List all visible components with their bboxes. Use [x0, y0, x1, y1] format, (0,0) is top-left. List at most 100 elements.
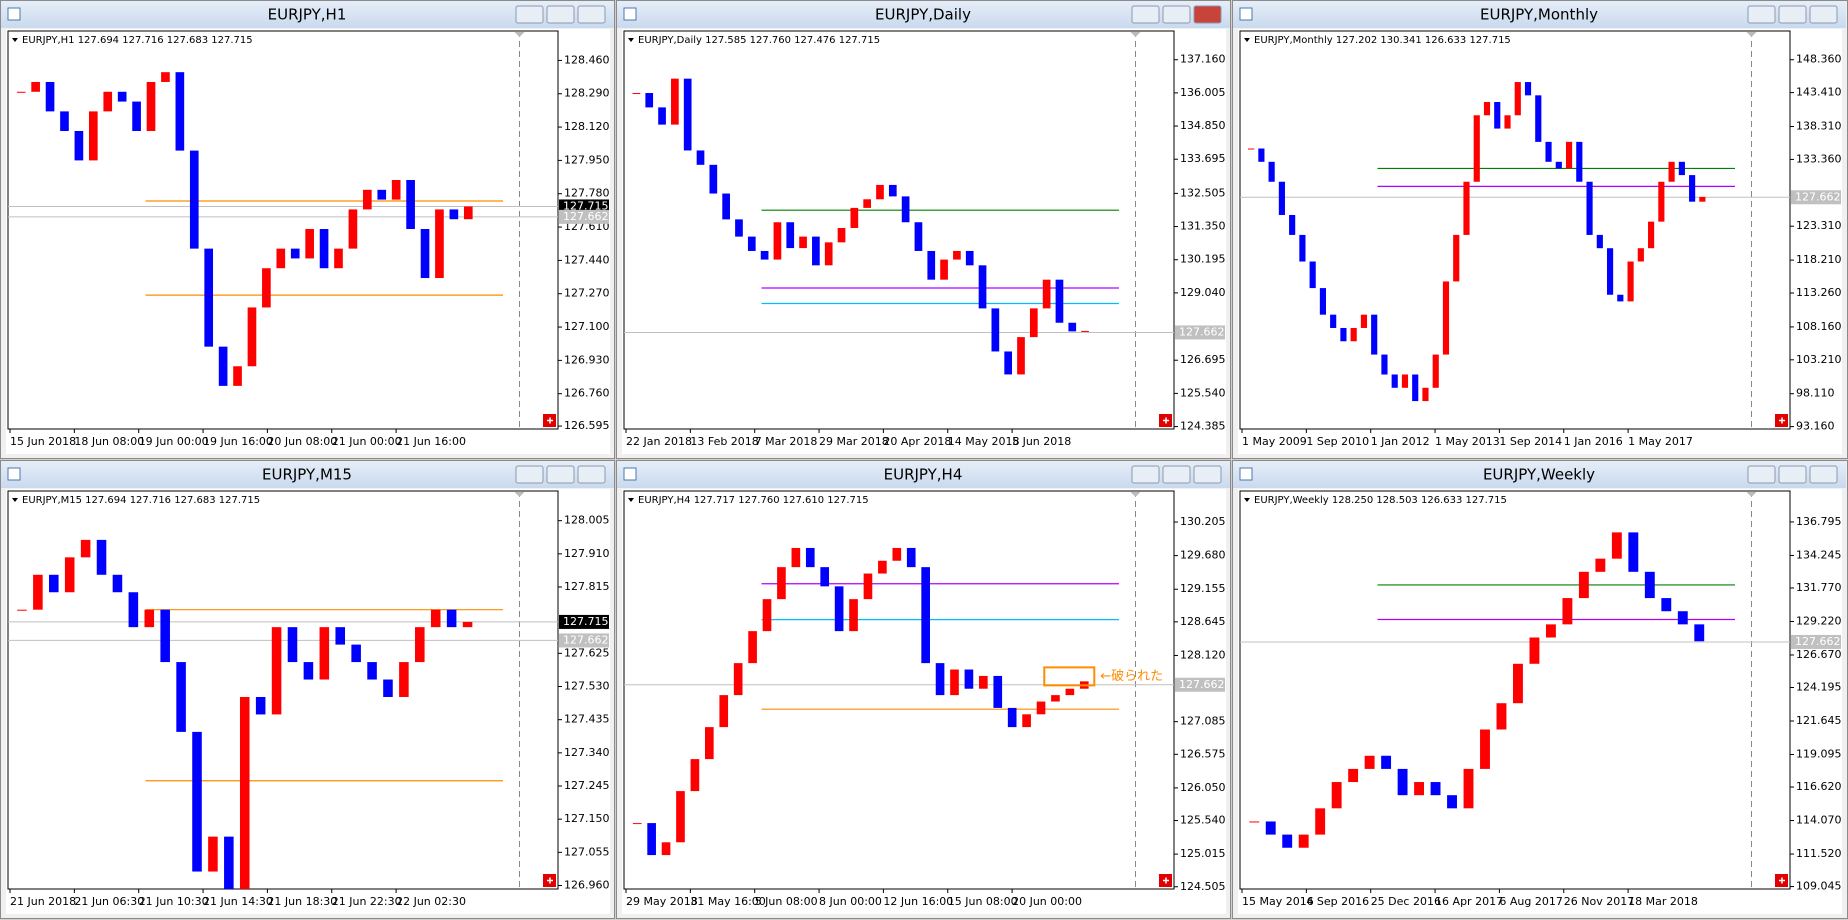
y-tick-label: 123.310: [1796, 219, 1842, 232]
x-tick-label: 20 Jun 08:00: [267, 435, 337, 448]
window-icon: [7, 7, 21, 21]
auto-scroll-icon: [547, 417, 553, 424]
candle: [271, 627, 282, 715]
candle: [1422, 387, 1429, 402]
candle: [290, 248, 300, 259]
candle: [45, 81, 55, 112]
x-tick-label: 29 May 2018: [626, 895, 698, 908]
candle: [950, 669, 959, 696]
candle: [777, 567, 786, 600]
minimize-button[interactable]: [1747, 465, 1776, 484]
x-tick-label: 4 Sep 2016: [1306, 895, 1369, 908]
close-button[interactable]: [1193, 465, 1222, 484]
maximize-button[interactable]: [1162, 465, 1191, 484]
chart-area: [6, 489, 610, 914]
maximize-button[interactable]: [1162, 5, 1191, 24]
annotation: ←破られた: [1100, 669, 1163, 684]
chart-info: EURJPY,Daily 127.585 127.760 127.476 127…: [638, 35, 880, 46]
minimize-button[interactable]: [1747, 5, 1776, 24]
candle: [305, 229, 314, 259]
x-tick-label: 19 Jun 00:00: [139, 435, 209, 448]
candle: [1282, 834, 1293, 848]
x-tick-label: 21 Jun 00:00: [332, 435, 402, 448]
scroll-marker: [514, 492, 525, 497]
plot-frame: [623, 30, 1175, 430]
y-tick-label: 129.220: [1796, 614, 1842, 627]
y-tick-label: 103.210: [1796, 353, 1842, 366]
x-tick-label: 7 Mar 2018: [755, 435, 818, 448]
candle: [1524, 82, 1532, 96]
minimize-button[interactable]: [515, 5, 544, 24]
candle: [799, 236, 807, 249]
maximize-button[interactable]: [1778, 5, 1807, 24]
candle: [1545, 624, 1556, 638]
x-tick-label: 1 Jan 2012: [1371, 435, 1430, 448]
x-tick-label: 21 Jun 06:30: [74, 895, 144, 908]
candle: [1595, 558, 1606, 572]
minimize-button[interactable]: [1131, 465, 1160, 484]
y-tick-label: 131.770: [1796, 581, 1842, 594]
chart-info: EURJPY,H4 127.717 127.760 127.610 127.71…: [638, 495, 869, 506]
candle: [632, 823, 642, 825]
x-tick-label: 21 Jun 22:30: [332, 895, 402, 908]
y-tick-label: 134.245: [1796, 548, 1842, 561]
candle: [1278, 181, 1285, 215]
candle: [204, 248, 214, 347]
candle: [255, 696, 266, 715]
x-tick-label: 1 May 2013: [1435, 435, 1500, 448]
candle: [1689, 175, 1696, 202]
candle: [820, 567, 830, 587]
x-tick-label: 18 Jun 08:00: [74, 435, 144, 448]
candle: [1473, 115, 1480, 182]
candle: [103, 91, 113, 112]
maximize-button[interactable]: [1778, 465, 1807, 484]
y-tick-label: 111.520: [1796, 847, 1842, 860]
candle: [287, 627, 298, 663]
y-tick-label: 114.070: [1796, 814, 1842, 827]
minimize-button[interactable]: [515, 465, 544, 484]
candle: [1364, 755, 1375, 769]
y-tick-label: 127.950: [564, 153, 610, 166]
candle: [112, 574, 123, 593]
candle: [319, 627, 330, 680]
y-tick-label: 137.160: [1180, 53, 1226, 66]
close-button[interactable]: [1193, 5, 1222, 24]
minimize-button[interactable]: [1131, 5, 1160, 24]
candle: [892, 547, 902, 561]
candle: [1694, 624, 1705, 642]
candle: [964, 669, 974, 689]
candle: [1051, 695, 1060, 702]
y-tick-label: 127.150: [564, 812, 610, 825]
y-tick-label: 128.120: [564, 120, 610, 133]
chart-info: EURJPY,M15 127.694 127.716 127.683 127.7…: [22, 495, 260, 506]
y-tick-label: 136.005: [1180, 86, 1226, 99]
candle: [449, 209, 459, 220]
close-button[interactable]: [1809, 5, 1838, 24]
candle: [1022, 714, 1031, 728]
candle: [1678, 161, 1685, 176]
close-button[interactable]: [577, 5, 606, 24]
candle: [1611, 532, 1622, 559]
candle: [696, 150, 705, 165]
chart-window: EURJPY,H4 EURJPY,H4 127.717 127.760 127.6…: [616, 460, 1231, 919]
y-tick-label: 128.005: [564, 514, 610, 527]
candle: [1494, 101, 1501, 129]
y-tick-label: 134.850: [1180, 119, 1226, 132]
close-button[interactable]: [1809, 465, 1838, 484]
candle: [978, 265, 987, 309]
maximize-button[interactable]: [546, 5, 575, 24]
candle: [334, 248, 343, 269]
candle: [1289, 214, 1296, 235]
candle: [1371, 314, 1378, 355]
info-arrow: [12, 498, 18, 502]
close-button[interactable]: [577, 465, 606, 484]
y-tick-label: 126.760: [564, 387, 610, 400]
candle: [683, 78, 692, 151]
scroll-marker: [1746, 492, 1757, 497]
candle: [1463, 768, 1474, 809]
x-tick-label: 19 Jun 16:00: [203, 435, 273, 448]
candle: [1360, 314, 1368, 328]
title-bar: [1233, 461, 1846, 488]
candle: [31, 81, 40, 92]
maximize-button[interactable]: [546, 465, 575, 484]
